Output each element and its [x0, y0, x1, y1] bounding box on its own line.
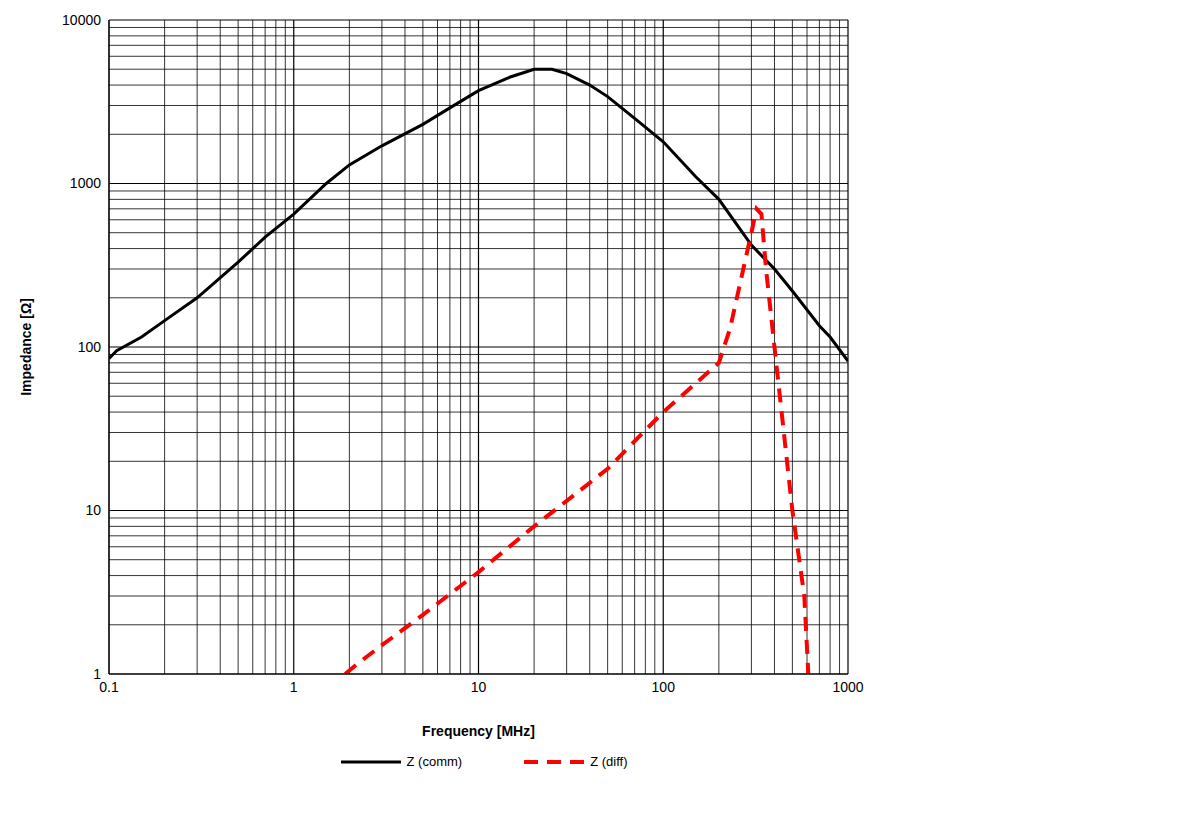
svg-text:1000: 1000	[832, 679, 863, 695]
svg-text:10: 10	[85, 502, 101, 518]
svg-text:100: 100	[78, 339, 102, 355]
svg-text:10: 10	[471, 679, 487, 695]
svg-text:Frequency [MHz]: Frequency [MHz]	[422, 723, 535, 739]
svg-text:100: 100	[652, 679, 676, 695]
svg-text:10000: 10000	[62, 12, 101, 28]
svg-text:1: 1	[93, 666, 101, 682]
svg-text:1000: 1000	[70, 175, 101, 191]
html-text:Z (comm): Z (comm)	[406, 754, 463, 769]
svg-text:Impedance [Ω]: Impedance [Ω]	[18, 298, 34, 396]
svg-text:0.1: 0.1	[99, 679, 119, 695]
svg-text:1: 1	[290, 679, 298, 695]
html-text:Z (diff): Z (diff)	[590, 754, 628, 769]
